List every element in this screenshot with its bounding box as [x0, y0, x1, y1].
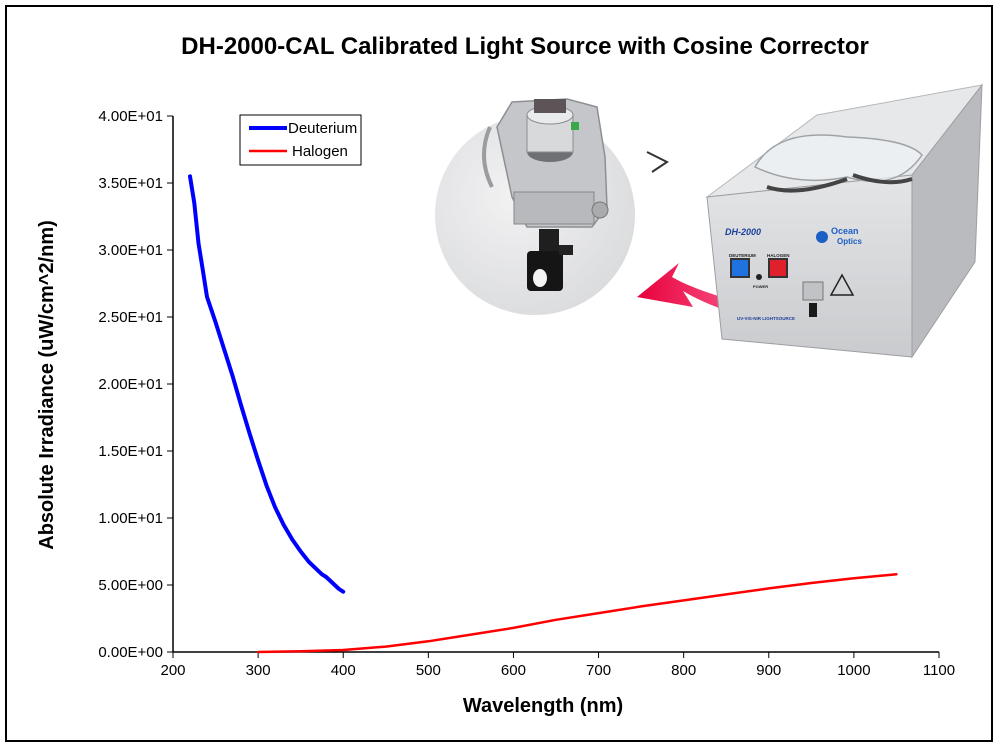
x-tick-label: 300 — [246, 662, 271, 679]
x-tick-label: 500 — [416, 662, 441, 679]
cosine-corrector-closeup — [435, 98, 669, 315]
dh2000-device-photo: DH-2000 Ocean Optics DEUTERIUM HALOGEN P… — [705, 83, 984, 359]
warning-triangle-icon — [829, 273, 855, 296]
legend-label-deuterium: Deuterium — [288, 120, 357, 137]
chart-frame: DH-2000-CAL Calibrated Light Source with… — [5, 5, 993, 742]
series-line-halogen — [256, 573, 898, 654]
device-model-label: DH-2000 — [725, 227, 761, 237]
x-tick-label: 700 — [586, 662, 611, 679]
x-tick-label: 400 — [331, 662, 356, 679]
x-tick-label: 900 — [756, 662, 781, 679]
halogen-switch-label: HALOGEN — [767, 253, 790, 258]
y-axis-title: Absolute Irradiance (uW/cm^2/nm) — [36, 220, 58, 550]
x-tick-label: 800 — [671, 662, 696, 679]
chart-svg: DH-2000-CAL Calibrated Light Source with… — [36, 33, 984, 717]
brand-line-2: Optics — [837, 237, 862, 246]
x-tick-label: 1000 — [837, 662, 870, 679]
x-tick-label: 200 — [160, 662, 185, 679]
y-tick-label: 1.00E+01 — [98, 510, 163, 527]
deuterium-button — [730, 258, 750, 278]
halogen-button — [768, 258, 788, 278]
power-indicator — [756, 274, 762, 280]
legend-label-halogen: Halogen — [292, 143, 348, 160]
chart-title: DH-2000-CAL Calibrated Light Source with… — [181, 33, 869, 60]
y-tick-label: 0.00E+00 — [98, 644, 163, 661]
legend: Deuterium Halogen — [239, 114, 362, 166]
x-tick-label: 1100 — [923, 662, 955, 679]
fiber-label: UV-VIS-NIR LIGHTSOURCE — [737, 316, 795, 321]
y-tick-label: 5.00E+00 — [98, 577, 163, 594]
y-tick-label: 3.50E+01 — [98, 175, 163, 192]
y-tick-label: 2.50E+01 — [98, 309, 163, 326]
x-tick-label: 600 — [501, 662, 526, 679]
deuterium-switch-label: DEUTERIUM — [729, 253, 756, 258]
ocean-optics-logo-icon — [816, 231, 828, 243]
x-axis-title: Wavelength (nm) — [463, 695, 623, 717]
brand-line-1: Ocean — [831, 226, 859, 236]
y-tick-label: 2.00E+01 — [98, 376, 163, 393]
y-tick-label: 3.00E+01 — [98, 242, 163, 259]
power-label: POWER — [753, 284, 768, 289]
series-layer — [188, 174, 898, 654]
series-line-deuterium — [188, 174, 346, 594]
y-tick-label: 4.00E+01 — [98, 108, 163, 125]
y-tick-label: 1.50E+01 — [98, 443, 163, 460]
axis-ticks: 200 300 400 500 600 700 800 900 1000 1100 0.00E+00… — [98, 108, 955, 679]
